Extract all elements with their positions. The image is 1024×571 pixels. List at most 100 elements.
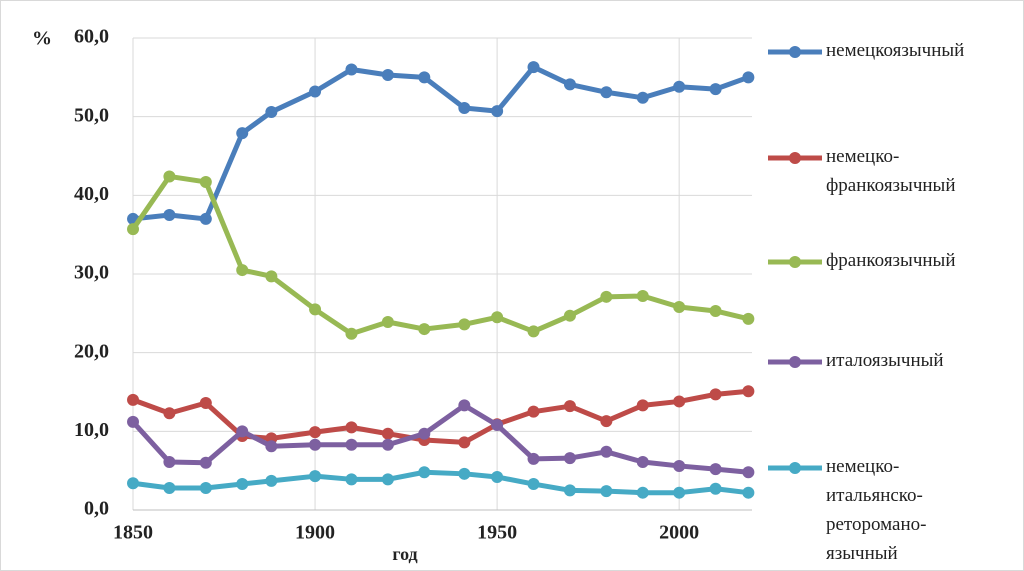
data-point	[309, 426, 322, 439]
data-point	[127, 393, 139, 406]
y-tick-label: 60,0	[74, 26, 109, 48]
data-point	[636, 290, 649, 303]
legend-label: италоязычный	[826, 350, 944, 371]
data-point	[636, 399, 649, 412]
data-point	[309, 438, 322, 451]
data-point	[527, 61, 540, 74]
data-point	[527, 325, 540, 338]
data-point	[709, 482, 722, 495]
data-point	[563, 400, 576, 413]
data-point	[127, 415, 139, 428]
data-point	[563, 484, 576, 497]
data-point	[742, 71, 755, 84]
data-point	[673, 80, 686, 93]
data-point	[527, 478, 540, 491]
data-point	[742, 385, 755, 398]
series-line	[132, 64, 750, 222]
data-point	[236, 127, 249, 140]
data-point	[527, 452, 540, 465]
data-point	[600, 485, 613, 498]
legend-marker	[789, 356, 801, 368]
data-point	[381, 473, 394, 486]
series-line	[132, 388, 749, 445]
legend-marker	[789, 46, 801, 58]
x-axis-label: год	[392, 544, 417, 564]
data-point	[709, 83, 722, 96]
data-point	[600, 445, 613, 458]
data-point	[458, 436, 471, 449]
y-tick-label: 10,0	[74, 419, 109, 441]
legend-label: франкоязычный	[826, 250, 955, 271]
y-tick-label: 30,0	[74, 262, 109, 284]
legend-label: немецко-франкоязычный	[826, 146, 955, 196]
data-point	[163, 170, 176, 183]
x-tick-label: 1950	[477, 522, 517, 544]
data-point	[418, 427, 431, 440]
legend-marker	[789, 152, 801, 164]
series-line	[132, 469, 749, 496]
data-point	[600, 86, 613, 99]
data-point	[236, 478, 249, 491]
data-point	[709, 388, 722, 401]
data-point	[673, 459, 686, 472]
data-point	[673, 301, 686, 314]
data-point	[199, 212, 212, 225]
data-point	[563, 452, 576, 465]
series-line	[131, 402, 749, 475]
data-point	[673, 486, 686, 499]
x-tick-label: 2000	[659, 522, 699, 544]
y-tick-label: 40,0	[74, 183, 109, 205]
data-point	[236, 264, 249, 277]
data-point	[673, 395, 686, 408]
data-point	[199, 456, 212, 469]
data-point	[527, 405, 540, 418]
data-point	[742, 486, 755, 499]
data-point	[563, 78, 576, 91]
data-point	[345, 63, 358, 76]
series-line	[130, 173, 749, 337]
data-point	[381, 427, 394, 440]
data-point	[345, 327, 358, 340]
y-tick-label: 20,0	[74, 340, 109, 362]
data-point	[163, 407, 176, 420]
data-point	[636, 486, 649, 499]
data-point	[265, 105, 278, 118]
data-point	[600, 290, 613, 303]
data-point	[345, 421, 358, 434]
data-point	[709, 304, 722, 317]
legend-marker	[789, 256, 801, 268]
data-point	[600, 415, 613, 428]
data-point	[127, 223, 139, 236]
data-point	[199, 175, 212, 188]
data-point	[418, 71, 431, 84]
legend-label: немецко-итальянско-ретороманo-язычный	[826, 456, 926, 564]
data-point	[265, 270, 278, 283]
data-point	[163, 456, 176, 469]
data-point	[199, 397, 212, 410]
data-point	[163, 481, 176, 494]
data-point	[563, 309, 576, 322]
y-tick-label: 50,0	[74, 104, 109, 126]
data-point	[458, 318, 471, 331]
data-point	[458, 467, 471, 480]
data-point	[636, 91, 649, 104]
data-point	[309, 470, 322, 483]
x-tick-label: 1850	[113, 522, 153, 544]
data-point	[636, 456, 649, 469]
data-point	[309, 303, 322, 316]
data-point	[709, 463, 722, 476]
data-point	[491, 419, 504, 432]
data-point	[458, 399, 471, 412]
x-tick-label: 1900	[295, 522, 335, 544]
data-point	[458, 102, 471, 115]
data-point	[381, 315, 394, 328]
data-point	[345, 473, 358, 486]
data-point	[381, 438, 394, 451]
data-point	[127, 477, 139, 490]
data-point	[236, 425, 249, 438]
data-point	[491, 311, 504, 324]
data-point	[345, 438, 358, 451]
data-point	[742, 312, 755, 325]
